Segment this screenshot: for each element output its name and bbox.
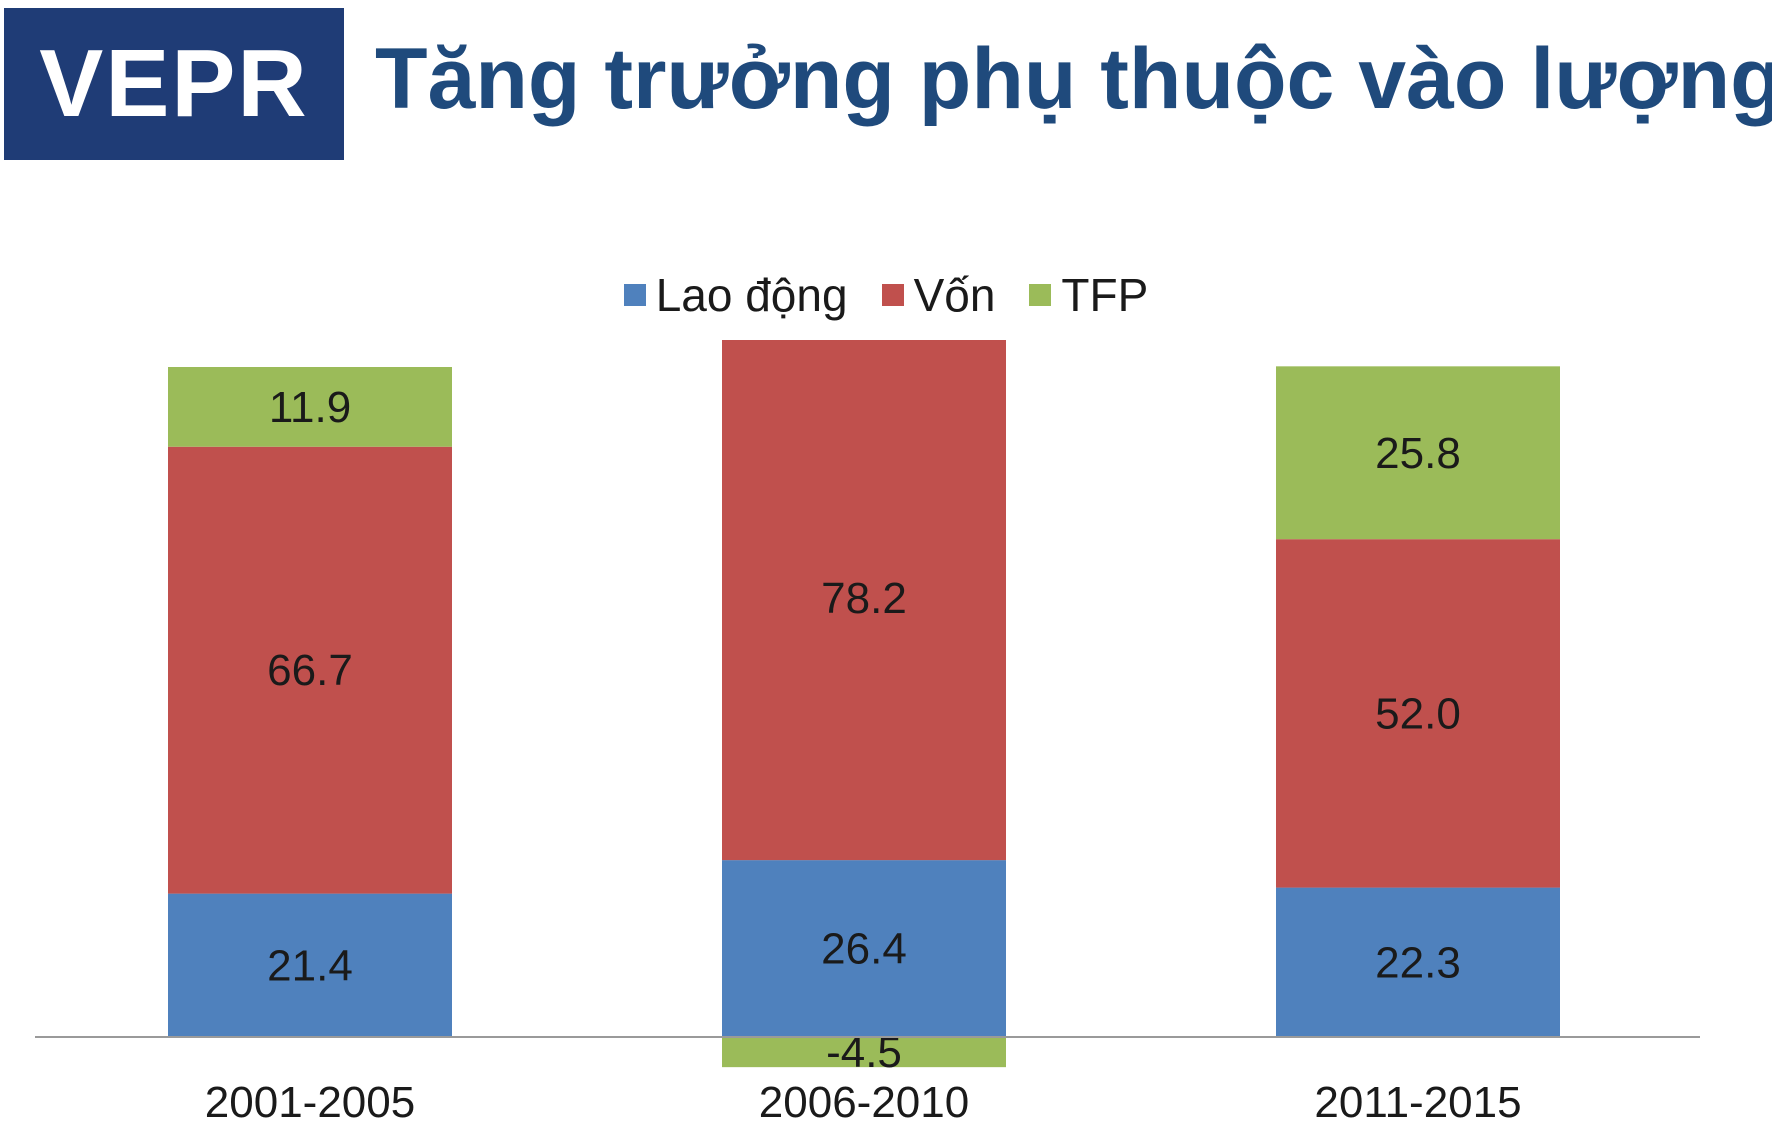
chart-legend: Lao động Vốn TFP <box>0 268 1772 322</box>
vepr-logo: VEPR <box>4 8 344 160</box>
bar-segment-von-1 <box>168 446 452 894</box>
stacked-bar-chart: 21.4 66.7 11.9 2001-2005 26.4 78.2 -4.52006-20… <box>35 340 1700 1127</box>
bar-segment-lao-dong-1 <box>168 893 452 1037</box>
legend-swatch-tfp <box>1029 284 1052 306</box>
data-label-lao-dong-1: 21.4 <box>267 941 353 990</box>
bar-segment-tfp-1 <box>168 367 452 447</box>
category-label-2: 2006-2010 <box>759 1078 969 1127</box>
slide-header: VEPR Tăng trưởng phụ thuộc vào lượng <box>0 0 1772 170</box>
legend-item-tfp: TFP <box>1029 268 1148 322</box>
bar-segment-lao-dong-2 <box>722 860 1006 1037</box>
legend-label-von: Vốn <box>913 269 996 321</box>
data-label-lao-dong-3: 22.3 <box>1375 938 1461 987</box>
legend-swatch-lao-dong <box>623 284 646 306</box>
data-label-von-2: 78.2 <box>821 574 907 623</box>
data-label-lao-dong-2: 26.4 <box>821 925 907 974</box>
data-label-tfp-1: 11.9 <box>269 383 351 432</box>
bar-segment-tfp-3 <box>1276 366 1560 540</box>
data-label-tfp-2: -4.5 <box>826 1028 902 1077</box>
bar-segment-tfp-2 <box>722 1037 1006 1068</box>
legend-item-lao-dong: Lao động <box>623 268 848 322</box>
bar-segment-von-2 <box>722 340 1006 861</box>
category-label-1: 2001-2005 <box>205 1078 415 1127</box>
bar-segment-von-3 <box>1276 539 1560 888</box>
data-label-tfp-3: 25.8 <box>1375 429 1461 478</box>
data-label-von-3: 52.0 <box>1375 689 1461 738</box>
bar-segment-lao-dong-3 <box>1276 887 1560 1037</box>
category-label-3: 2011-2015 <box>1314 1078 1521 1127</box>
legend-label-tfp: TFP <box>1061 269 1149 321</box>
legend-item-von: Vốn <box>881 268 996 322</box>
legend-label-lao-dong: Lao động <box>655 269 848 321</box>
legend-swatch-von <box>881 284 904 306</box>
data-label-von-1: 66.7 <box>267 646 353 695</box>
slide-title: Tăng trưởng phụ thuộc vào lượng <box>375 31 1772 127</box>
